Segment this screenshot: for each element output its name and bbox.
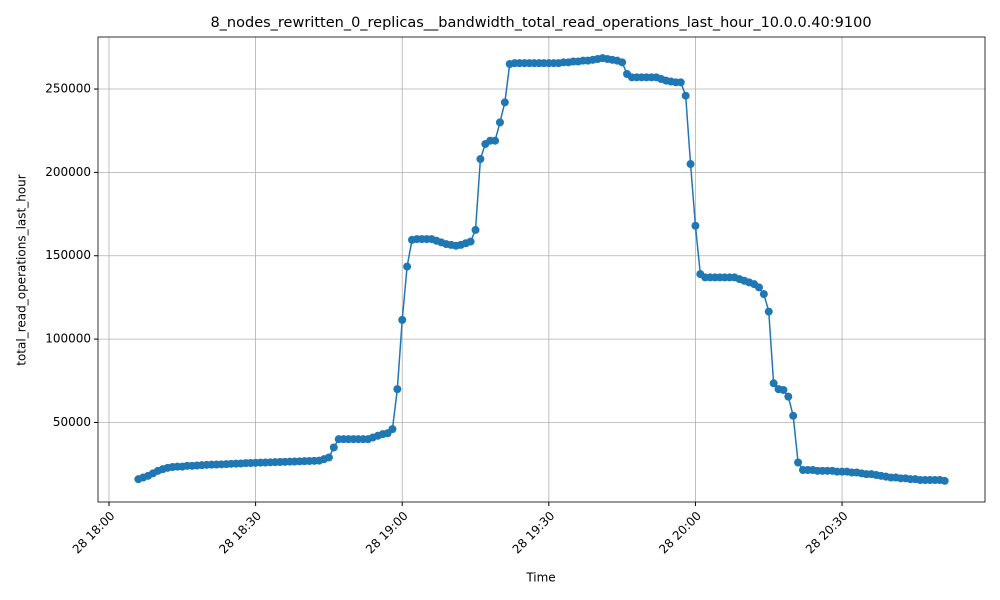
data-point xyxy=(403,262,412,271)
data-point xyxy=(686,160,695,169)
data-point xyxy=(491,136,500,145)
data-point xyxy=(393,385,402,394)
data-point xyxy=(329,443,338,452)
y-tick-label: 50000 xyxy=(53,415,91,429)
data-point xyxy=(691,221,700,230)
data-point xyxy=(784,392,793,401)
data-point xyxy=(681,91,690,100)
data-point xyxy=(779,385,788,394)
data-point xyxy=(769,379,778,388)
data-point xyxy=(398,315,407,324)
data-point xyxy=(794,458,803,467)
data-point xyxy=(495,118,504,127)
plot-frame xyxy=(97,36,986,503)
data-point xyxy=(754,283,763,292)
y-tick-label: 100000 xyxy=(45,332,91,346)
data-point xyxy=(759,290,768,299)
data-point xyxy=(324,453,333,462)
y-axis-label: total_read_operations_last_hour xyxy=(15,174,29,366)
data-point xyxy=(789,411,798,420)
y-tick-label: 150000 xyxy=(45,248,91,262)
data-point xyxy=(476,155,485,164)
y-tick-label: 200000 xyxy=(45,165,91,179)
data-point xyxy=(466,237,475,246)
data-point xyxy=(618,58,627,67)
data-point xyxy=(388,425,397,434)
data-point xyxy=(500,98,509,107)
data-point xyxy=(940,476,949,485)
data-point xyxy=(676,78,685,87)
chart-title: 8_nodes_rewritten_0_replicas__bandwidth_… xyxy=(210,15,871,31)
y-tick-label: 250000 xyxy=(45,82,91,96)
data-point xyxy=(471,225,480,234)
data-point xyxy=(764,307,773,316)
x-axis-label: Time xyxy=(525,571,555,585)
